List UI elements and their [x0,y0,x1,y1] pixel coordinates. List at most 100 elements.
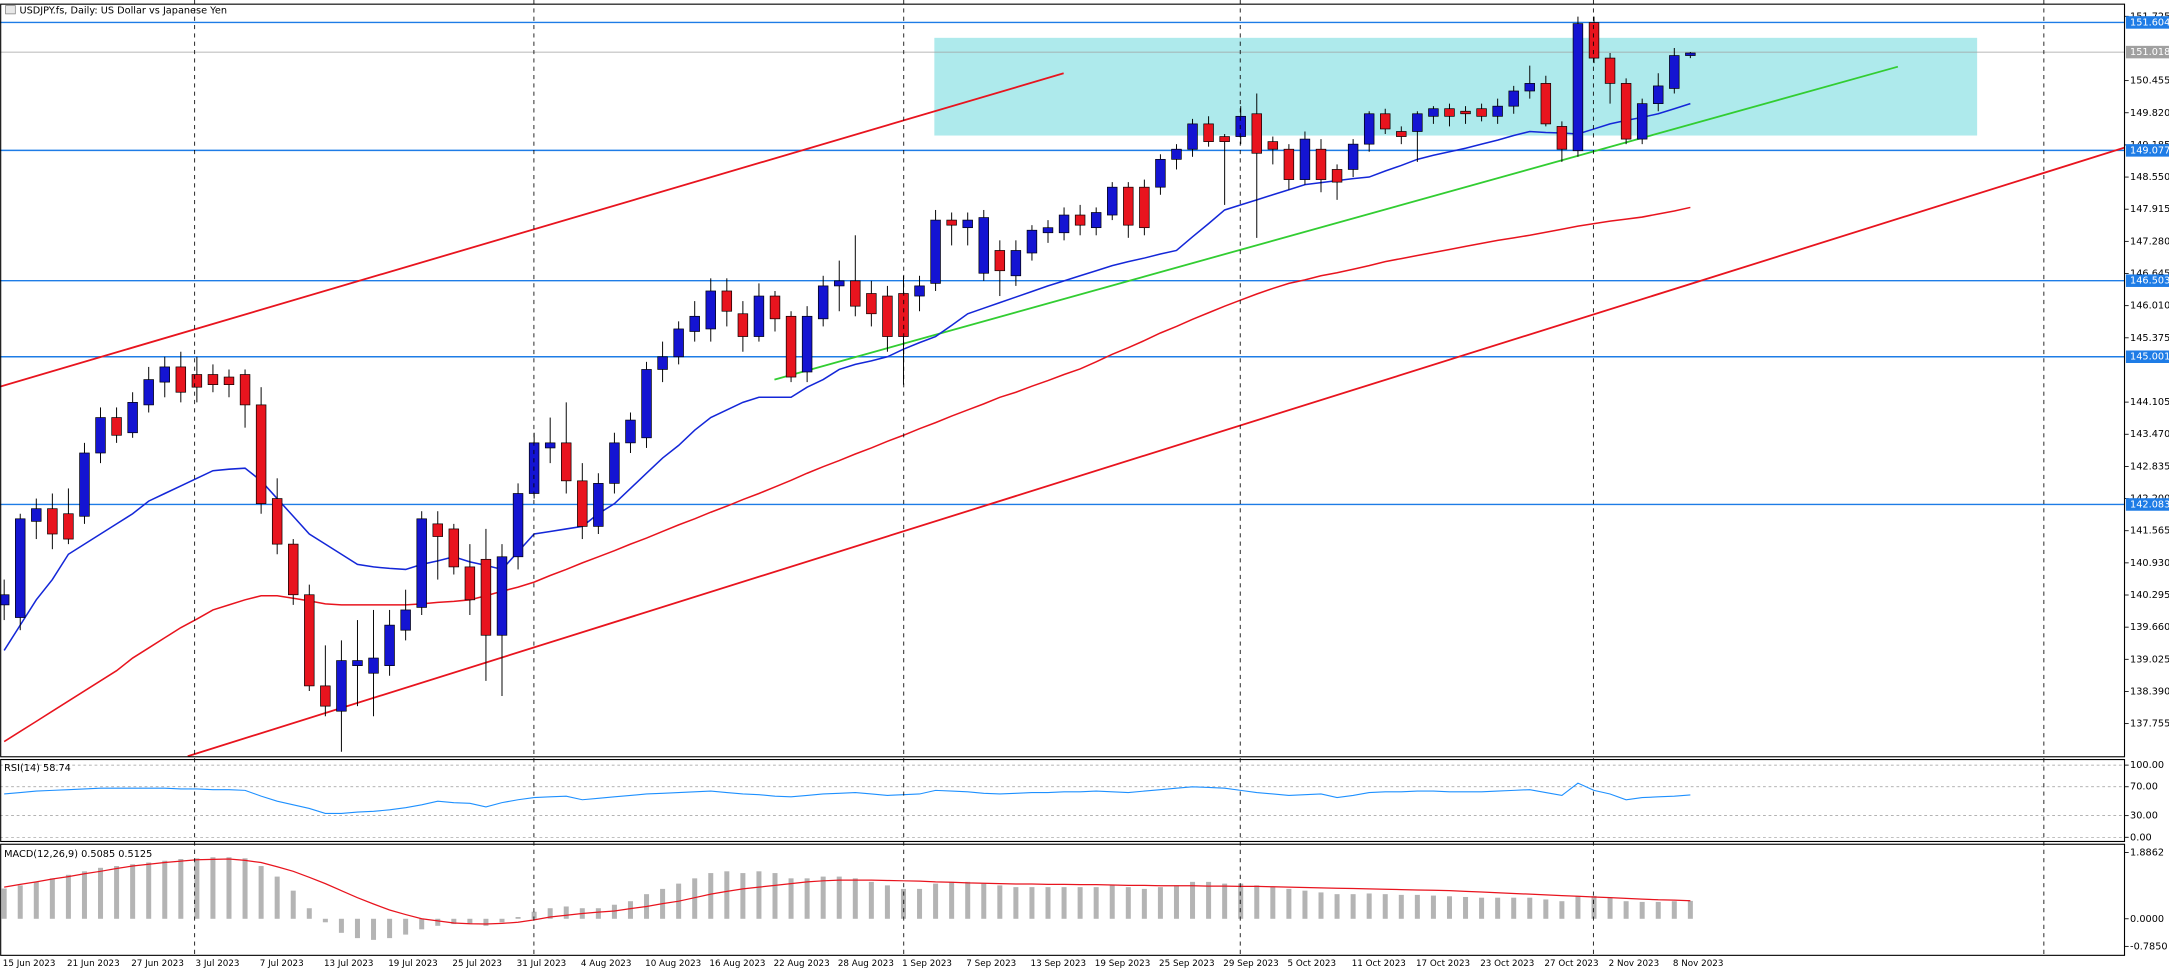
macd-bar [1575,895,1581,919]
candle-body [1492,105,1503,117]
y-tick-label: 143.470 [2130,429,2169,440]
y-tick-label: 148.550 [2130,172,2169,183]
macd-bar [1511,897,1517,919]
candle-body [111,417,122,436]
macd-bar [403,918,409,935]
macd-bar [98,867,104,919]
macd-bar [933,883,939,919]
macd-bar [981,883,987,919]
macd-bar [884,885,890,919]
macd-bar [627,901,633,919]
macd-bar [1623,901,1629,919]
x-tick-label: 21 Jun 2023 [67,959,120,969]
macd-bar [258,866,264,919]
candle-body [1331,169,1343,183]
rsi-pane [0,764,2125,838]
macd-bar [611,904,617,919]
y-tick-label: 147.280 [2130,236,2169,247]
candle-body [657,356,668,370]
macd-bar [178,859,184,919]
candle-body [1444,108,1455,117]
candle-body [544,442,556,449]
y-tick-label: 140.295 [2130,590,2169,601]
macd-bar [1559,901,1565,919]
candle-body [304,594,315,687]
candle-body [1653,85,1664,104]
candle-body [689,315,700,332]
candle-body [1090,212,1102,229]
candle-body [63,513,74,540]
macd-bar [226,857,232,919]
macd-bar [820,876,826,919]
line [4,782,1691,815]
candle-body [1283,148,1295,180]
macd-bar [49,878,55,919]
macd-bar [210,857,216,919]
price-label: 145.001 [2130,352,2169,363]
candle-body [978,217,989,274]
y-tick-label: 146.010 [2130,301,2169,312]
y-tick-label: 145.375 [2130,333,2169,344]
x-tick-label: 19 Sep 2023 [1095,959,1151,969]
macd-bar [917,888,923,919]
x-tick-label: 16 Aug 2023 [709,959,765,969]
macd-bar [563,906,569,919]
candle-body [1347,143,1359,170]
macd-bar [1190,881,1196,919]
macd-bar [1286,888,1292,919]
macd-title: MACD(12,26,9) 0.5085 0.5125 [4,849,152,860]
candle-body [1685,52,1696,56]
candle-body [866,293,877,315]
price-label: 142.083 [2130,499,2169,510]
candle-body [737,313,749,337]
pane-frame [0,3,2126,758]
macd-bar [1318,892,1324,919]
y-tick-label: 0.00 [2130,832,2152,843]
macd-bar [852,878,858,919]
candle-body [769,295,781,320]
y-tick-label: 137.755 [2130,719,2169,730]
macd-bar [772,873,778,919]
candle-body [400,609,411,631]
macd-bar [194,858,200,919]
candle-body [1476,108,1487,117]
macd-bar [531,911,537,919]
macd-bar [724,871,730,919]
trendline [187,146,2125,757]
candle-body [1219,136,1230,142]
price-label: 151.604 [2130,17,2169,28]
candle-body [593,483,604,527]
candle-body [79,452,90,517]
candle-body [512,493,524,558]
candle-body [368,657,379,674]
y-tick-label: 139.660 [2130,622,2169,633]
candle-body [753,295,765,337]
candle-body [384,624,395,666]
x-tick-label: 7 Jul 2023 [260,959,304,969]
x-tick-label: 31 Jul 2023 [517,959,567,969]
candle-body [1155,158,1166,188]
candle-body [288,543,299,596]
macd-bar [162,860,168,919]
x-tick-label: 25 Jul 2023 [452,959,502,969]
candle-body [577,480,588,527]
x-tick-label: 27 Oct 2023 [1544,959,1598,969]
line [4,858,1691,925]
candle-body [1074,214,1086,226]
candle-body [31,508,42,522]
x-tick-label: 25 Sep 2023 [1159,959,1215,969]
macd-bar [836,876,842,919]
candle-body [1428,108,1439,117]
candle-body [416,518,427,608]
candle-body [882,295,893,337]
candle-body [15,518,26,618]
candle-body [1604,57,1616,84]
candle-body [1508,90,1519,107]
macd-bar [130,864,136,919]
macd-bar [322,918,328,923]
x-tick-label: 22 Aug 2023 [774,959,830,969]
macd-bar [1543,899,1549,919]
y-tick-label: 70.00 [2130,782,2158,793]
candle-body [1299,138,1311,180]
